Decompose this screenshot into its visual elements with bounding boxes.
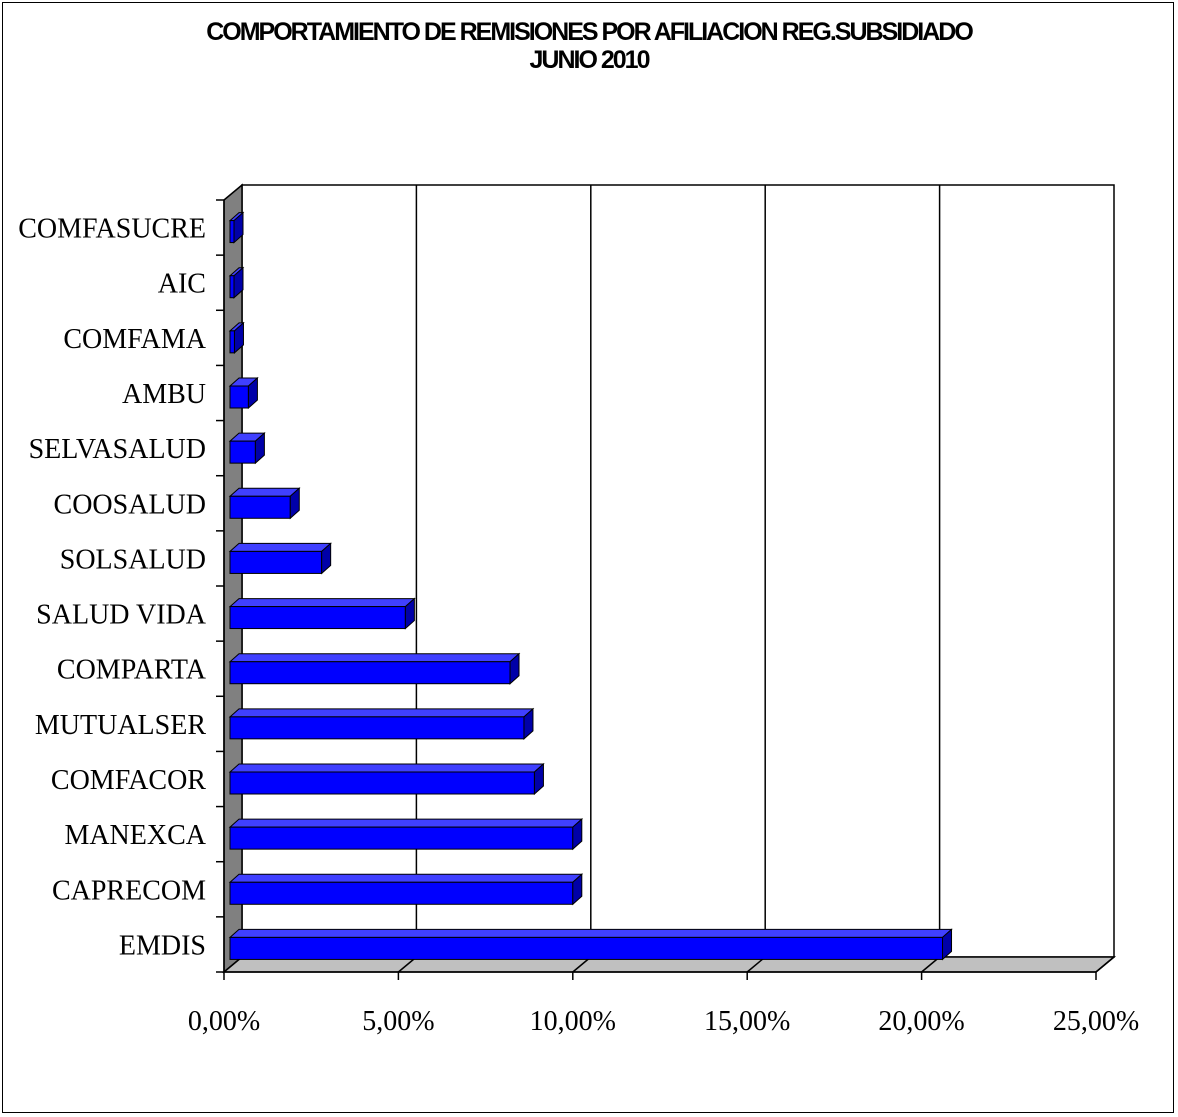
category-label: MANEXCA	[64, 820, 206, 851]
category-label: EMDIS	[119, 930, 206, 961]
bar	[229, 495, 291, 519]
bar	[229, 606, 406, 630]
category-label: COMPARTA	[57, 655, 207, 686]
bar-side	[942, 928, 953, 961]
category-label: COMFAMA	[63, 324, 206, 355]
category-label: SALUD VIDA	[36, 600, 207, 631]
bar-top	[228, 708, 535, 718]
bar-top	[228, 598, 416, 608]
x-tick-label: 20,00%	[878, 1006, 964, 1037]
x-tick-label: 15,00%	[704, 1006, 790, 1037]
bar-top	[228, 818, 584, 828]
bar-top	[228, 873, 584, 883]
bar	[229, 771, 535, 795]
bar-side	[572, 873, 583, 906]
bar-side	[404, 597, 415, 630]
bar-side	[321, 542, 332, 575]
x-tick-label: 25,00%	[1053, 1006, 1139, 1037]
chart-subtitle: JUNIO 2010	[529, 46, 651, 74]
bar-side	[233, 321, 244, 354]
bar-top	[228, 763, 545, 773]
bar-side	[533, 762, 544, 796]
bar-side	[254, 432, 265, 465]
bar-top	[228, 928, 953, 938]
side-wall	[223, 183, 243, 974]
chart-title-block: COMPORTAMIENTO DE REMISIONES POR AFILIAC…	[0, 18, 1178, 74]
category-label: MUTUALSER	[35, 710, 206, 741]
x-tick-label: 5,00%	[362, 1006, 434, 1037]
bar-top	[228, 653, 521, 663]
category-label: AMBU	[122, 379, 206, 410]
chart-title: COMPORTAMIENTO DE REMISIONES POR AFILIAC…	[206, 18, 974, 46]
floor-gridline	[1095, 956, 1115, 973]
bar	[229, 936, 944, 960]
bar-side	[289, 487, 300, 520]
bar	[229, 220, 235, 244]
bar	[229, 550, 323, 574]
bar-side	[523, 707, 534, 740]
bar	[229, 275, 235, 299]
bar	[229, 330, 235, 354]
bar-side	[247, 376, 258, 410]
bar-side	[509, 652, 520, 685]
category-label: AIC	[158, 269, 206, 300]
category-label: SOLSALUD	[60, 544, 206, 575]
category-label: COMFACOR	[51, 765, 206, 796]
bar	[229, 716, 525, 740]
bar-side	[233, 211, 244, 244]
x-tick-label: 10,00%	[530, 1006, 616, 1037]
bar	[229, 385, 249, 409]
bar	[229, 440, 256, 464]
bar-side	[572, 818, 583, 851]
bar	[229, 661, 511, 685]
category-label: SELVASALUD	[29, 434, 206, 465]
bar	[229, 881, 574, 905]
x-tick-label: 0,00%	[188, 1006, 260, 1037]
bar	[229, 826, 574, 850]
category-label: CAPRECOM	[52, 875, 206, 906]
bar-side	[233, 266, 244, 299]
category-label: COOSALUD	[54, 489, 206, 520]
category-label: COMFASUCRE	[18, 214, 206, 245]
bar-top	[228, 487, 301, 497]
bar-top	[228, 542, 332, 552]
